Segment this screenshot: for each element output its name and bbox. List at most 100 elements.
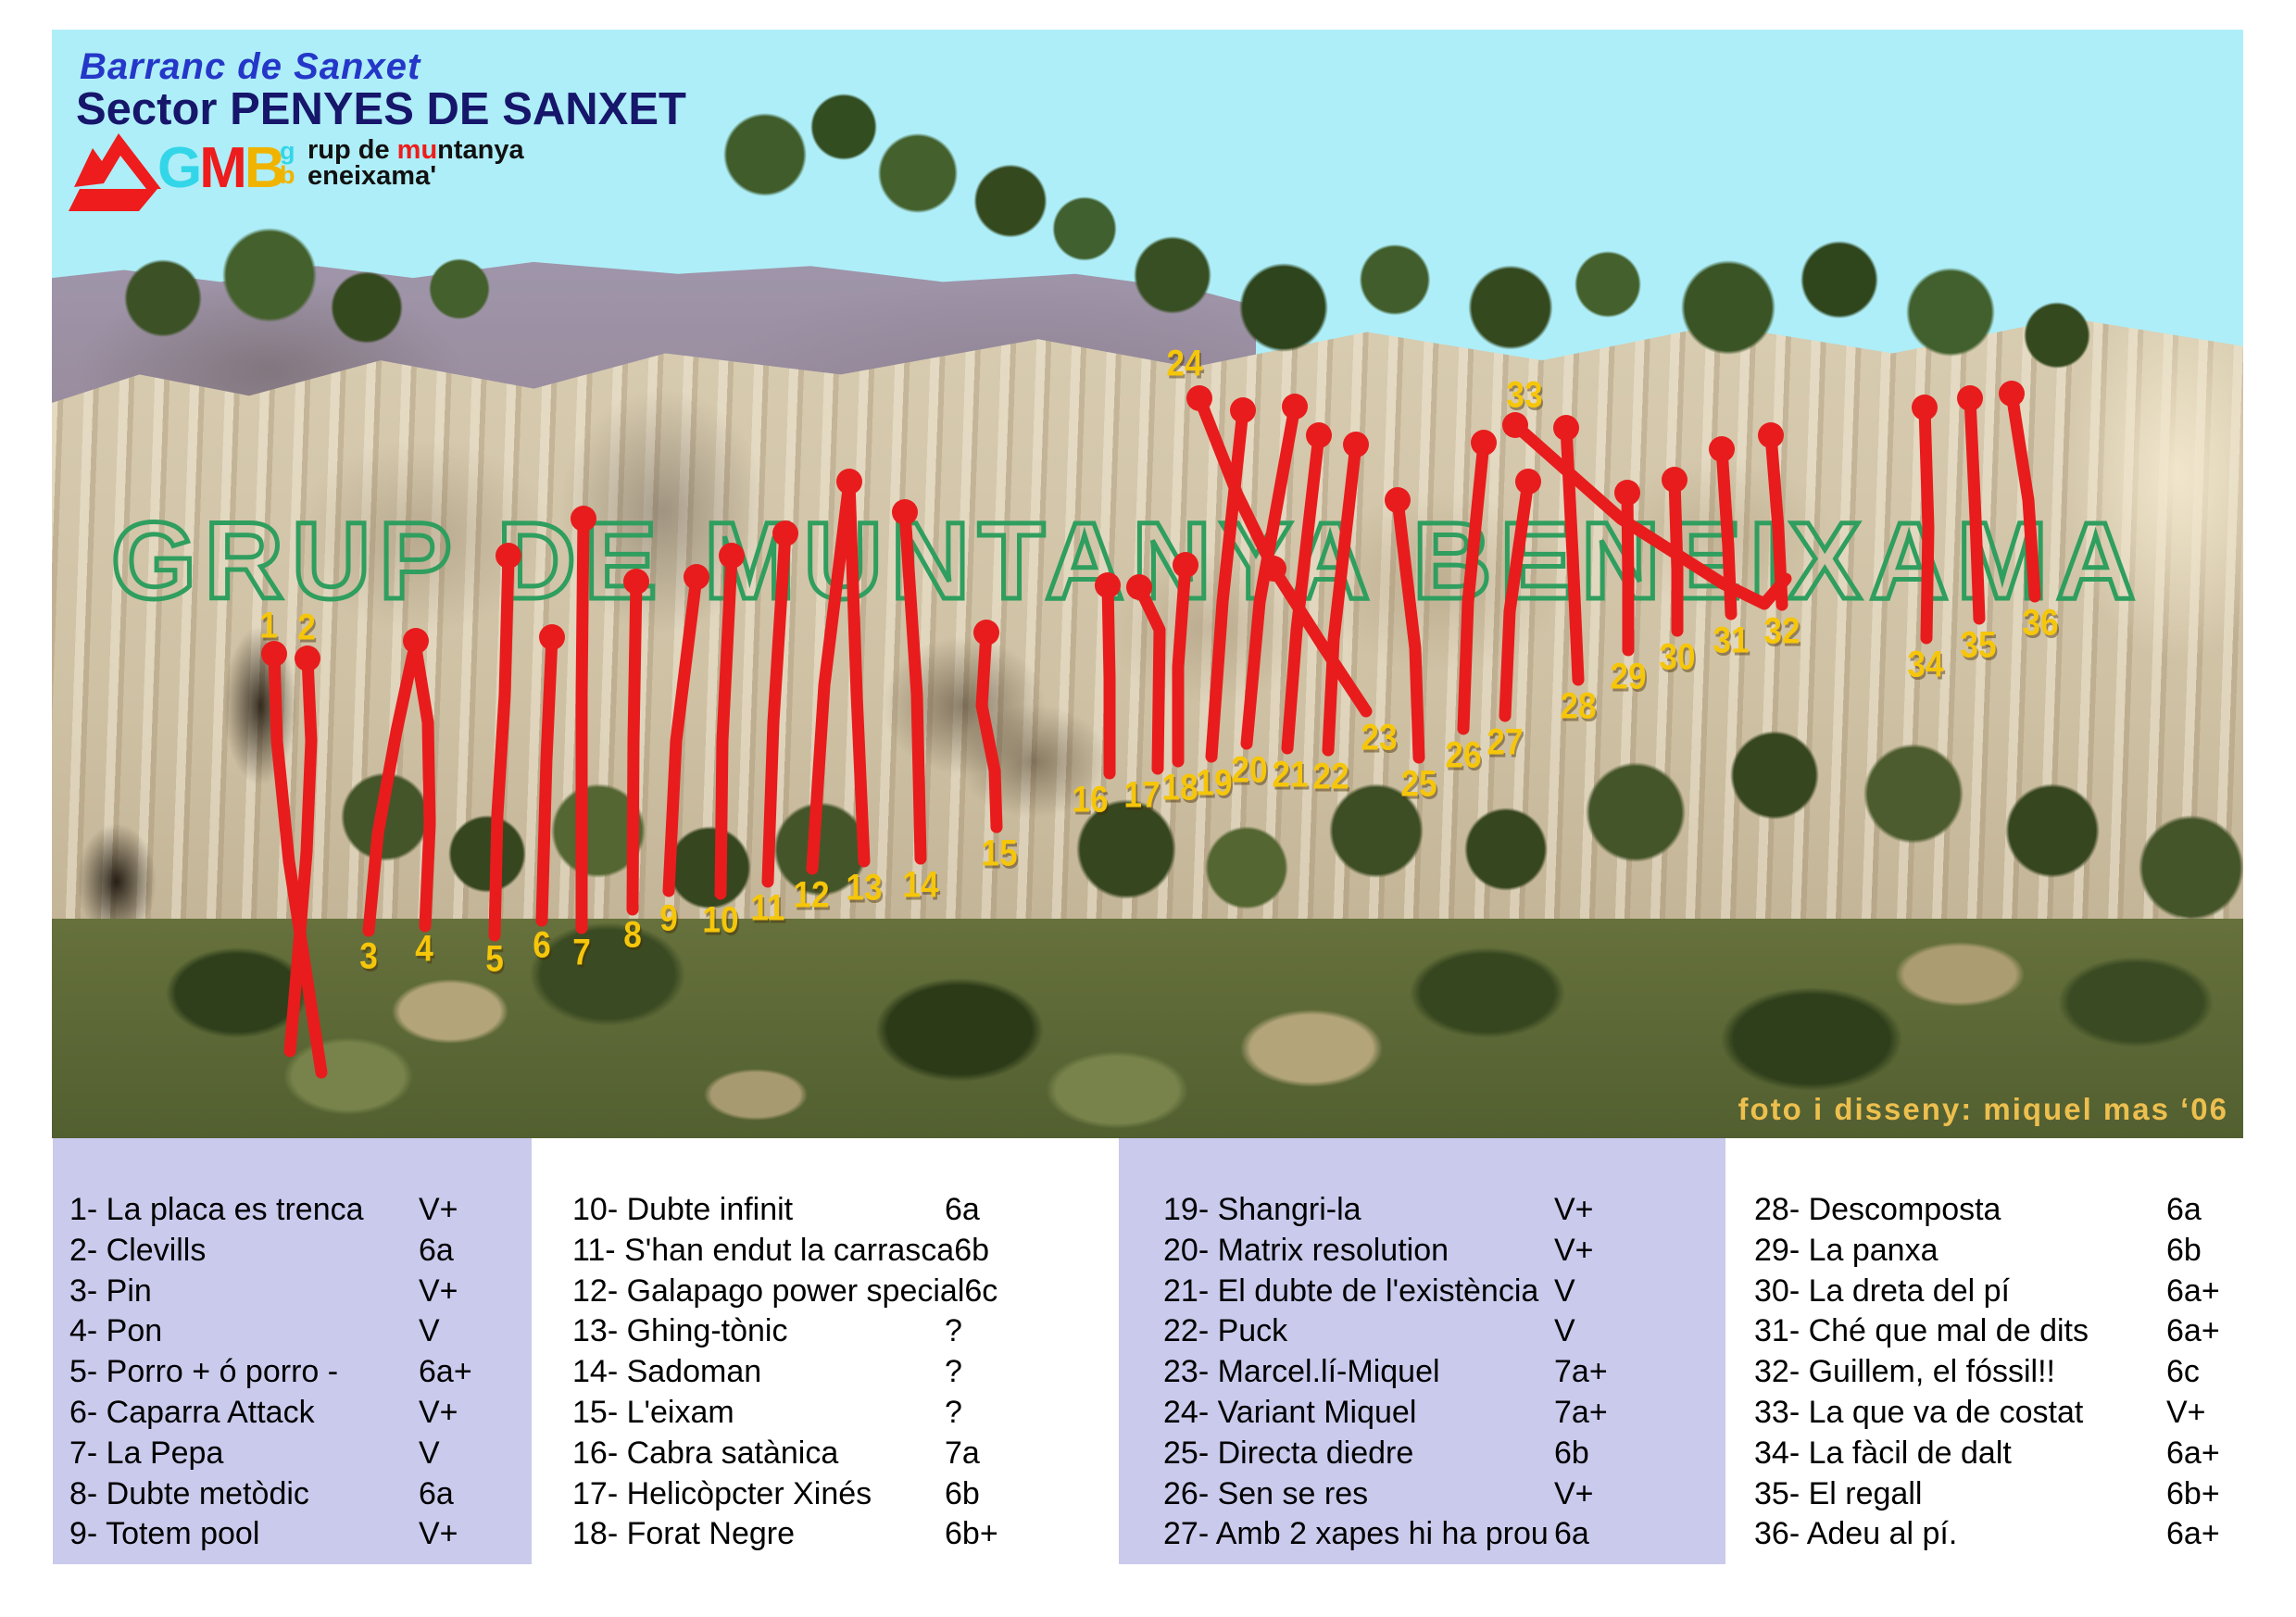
legend-row: 16- Cabra satànica 7a — [572, 1434, 1047, 1474]
route-anchor-dot-9 — [684, 564, 709, 590]
route-anchor-dot-7 — [571, 506, 596, 532]
route-anchor-dot-36 — [1999, 381, 2025, 407]
route-line-10 — [714, 549, 738, 900]
route-anchor-dot-16 — [1095, 572, 1121, 598]
lower-vegetation — [52, 919, 2243, 1138]
legend-row: 1- La placa es trenca V+ — [69, 1190, 521, 1231]
legend-row: 8- Dubte metòdic 6a — [69, 1474, 521, 1515]
route-line-16 — [1101, 579, 1116, 780]
route-grade: 6b+ — [945, 1516, 998, 1552]
route-number-7: 7 — [572, 932, 591, 973]
legend-row: 28- Descomposta 6a — [1754, 1190, 2268, 1231]
route-line-9 — [662, 570, 703, 897]
route-name: 17- Helicòpcter Xinés — [572, 1475, 872, 1511]
route-name: 9- Totem pool — [69, 1516, 260, 1552]
route-grade: V+ — [1554, 1192, 1594, 1227]
route-legend: 1- La placa es trenca V+ 2- Clevills 6a 3- P… — [0, 1138, 2296, 1617]
legend-row: 27- Amb 2 xapes hi ha prou 6a — [1163, 1514, 1656, 1555]
route-name: 10- Dubte infinit — [572, 1192, 794, 1227]
route-anchor-dot-8 — [623, 569, 649, 595]
legend-row: 2- Clevills 6a — [69, 1231, 521, 1272]
route-line-19 — [1205, 404, 1249, 763]
legend-row: 13- Ghing-tònic? — [572, 1311, 1047, 1352]
route-number-29: 29 — [1610, 656, 1647, 697]
legend-row: 30- La dreta del pí 6a+ — [1754, 1272, 2268, 1312]
route-grade: ? — [945, 1394, 962, 1430]
legend-row: 19- Shangri-la V+ — [1163, 1190, 1656, 1231]
logo-letter-m: M — [199, 136, 247, 200]
route-line-15 — [975, 626, 1003, 834]
route-grade: V+ — [1554, 1232, 1594, 1268]
route-number-9: 9 — [659, 897, 678, 939]
route-anchor-dot-14 — [892, 499, 918, 525]
route-anchor-dot-18 — [1173, 552, 1198, 578]
route-name: 29- La panxa — [1754, 1232, 1938, 1268]
legend-row: 26- Sen se res V+ — [1163, 1474, 1656, 1515]
route-grade: 6a+ — [2166, 1313, 2220, 1349]
route-grade: 6a — [1554, 1516, 1589, 1552]
route-name: 8- Dubte metòdic — [69, 1475, 309, 1511]
route-number-21: 21 — [1272, 754, 1309, 796]
route-name: 19- Shangri-la — [1163, 1192, 1361, 1227]
legend-row: 9- Totem pool V+ — [69, 1514, 521, 1555]
route-line-20 — [1240, 400, 1301, 750]
route-anchor-dot-27 — [1515, 469, 1541, 495]
route-number-36: 36 — [2022, 602, 2059, 644]
route-grade: 7a+ — [1554, 1354, 1608, 1390]
legend-row: 32- Guillem, el fóssil!! 6c — [1754, 1352, 2268, 1393]
legend-row: 14- Sadoman? — [572, 1352, 1047, 1393]
route-line-21 — [1281, 429, 1325, 755]
route-grade: 6c — [964, 1272, 998, 1309]
route-name: 32- Guillem, el fóssil!! — [1754, 1354, 2055, 1390]
legend-row: 35- El regall 6b+ — [1754, 1474, 2268, 1515]
route-line-7 — [575, 512, 590, 934]
route-line-22 — [1322, 438, 1362, 757]
legend-row: 24- Variant Miquel 7a+ — [1163, 1393, 1656, 1434]
route-line-13 — [843, 475, 871, 868]
route-anchor-dot-33 — [1502, 412, 1528, 438]
route-grade: V+ — [2166, 1394, 2206, 1430]
route-number-13: 13 — [846, 867, 883, 909]
route-anchor-dot-3 — [403, 628, 429, 654]
route-name: 27- Amb 2 xapes hi ha prou — [1163, 1516, 1549, 1552]
route-grade: 6a+ — [419, 1354, 472, 1390]
legend-row: 10- Dubte infinit 6a — [572, 1190, 1047, 1231]
route-name: 24- Variant Miquel — [1163, 1394, 1417, 1430]
crag-photo: GRUP DE MUNTANYA BENEIXAMA 1 2 3 4 5 6 7 8 9 10 11… — [52, 30, 2243, 1138]
route-name: 1- La placa es trenca — [69, 1192, 364, 1227]
legend-column-3: 19- Shangri-la V+ 20- Matrix resolution V+ 2… — [1119, 1138, 1725, 1564]
route-grade: 6a — [419, 1232, 454, 1268]
legend-row: 36- Adeu al pí. 6a+ — [1754, 1514, 2268, 1555]
legend-row: 29- La panxa 6b — [1754, 1231, 2268, 1272]
route-anchor-dot-25 — [1385, 487, 1411, 513]
route-anchor-dot-29 — [1614, 480, 1640, 506]
route-line-4 — [409, 642, 436, 933]
route-line-24 — [1193, 392, 1280, 575]
route-name: 18- Forat Negre — [572, 1516, 795, 1552]
route-grade: ? — [945, 1313, 962, 1349]
sector-title: Sector PENYES DE SANXET — [76, 84, 686, 134]
route-grade: V+ — [419, 1394, 458, 1430]
route-line-6 — [535, 631, 558, 927]
route-name: 31- Ché que mal de dits — [1754, 1313, 2089, 1349]
legend-row: 17- Helicòpcter Xinés 6b — [572, 1474, 1047, 1515]
logo-line2: eneixama' — [307, 161, 437, 191]
route-number-34: 34 — [1907, 644, 1944, 685]
logo-letter-g: G — [157, 136, 202, 200]
route-name: 13- Ghing-tònic — [572, 1313, 788, 1349]
route-anchor-dot-24 — [1186, 385, 1212, 411]
route-name: 6- Caparra Attack — [69, 1394, 315, 1430]
legend-row: 6- Caparra Attack V+ — [69, 1393, 521, 1434]
route-line-34 — [1918, 401, 1935, 645]
route-name: 25- Directa diedre — [1163, 1435, 1414, 1471]
route-number-24: 24 — [1166, 343, 1203, 384]
route-grade: 6a — [419, 1475, 454, 1511]
route-name: 16- Cabra satànica — [572, 1435, 839, 1471]
route-grade: 6a+ — [2166, 1516, 2220, 1552]
logo-club-name: rup de muntanya eneixama' — [307, 137, 524, 191]
route-name: 21- El dubte de l'existència — [1163, 1272, 1539, 1309]
legend-column-4: 28- Descomposta 6a 29- La panxa 6b 30- La dr… — [1734, 1138, 2296, 1564]
route-anchor-dot-30 — [1662, 467, 1687, 493]
